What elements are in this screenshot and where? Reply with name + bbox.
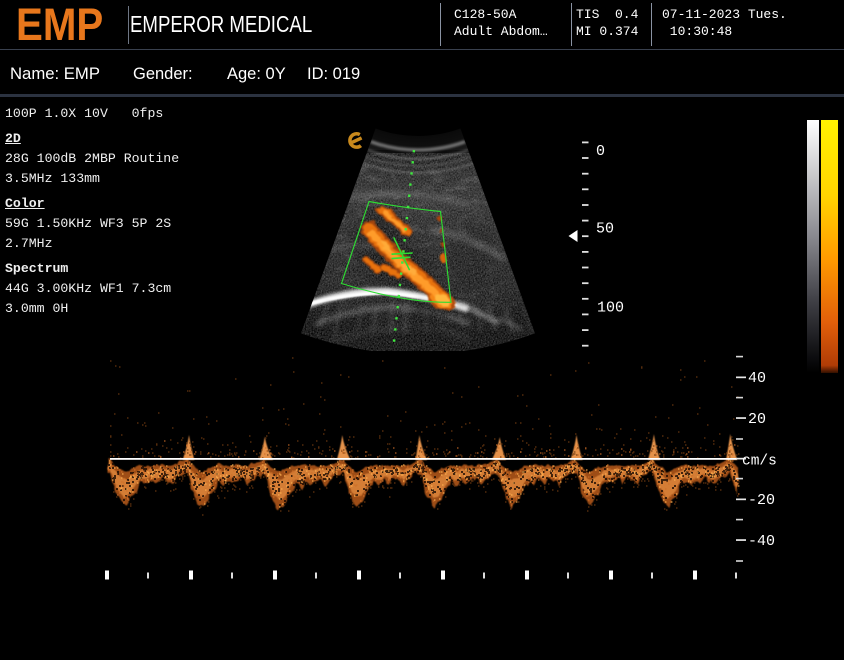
svg-text:20: 20: [748, 411, 766, 428]
svg-text:100: 100: [597, 299, 624, 316]
svg-text:50: 50: [596, 221, 614, 238]
svg-text:0: 0: [596, 143, 605, 160]
svg-text:40: 40: [748, 370, 766, 387]
svg-text:-20: -20: [748, 492, 775, 509]
svg-text:cm/s: cm/s: [742, 454, 777, 470]
svg-text:-40: -40: [748, 533, 775, 550]
